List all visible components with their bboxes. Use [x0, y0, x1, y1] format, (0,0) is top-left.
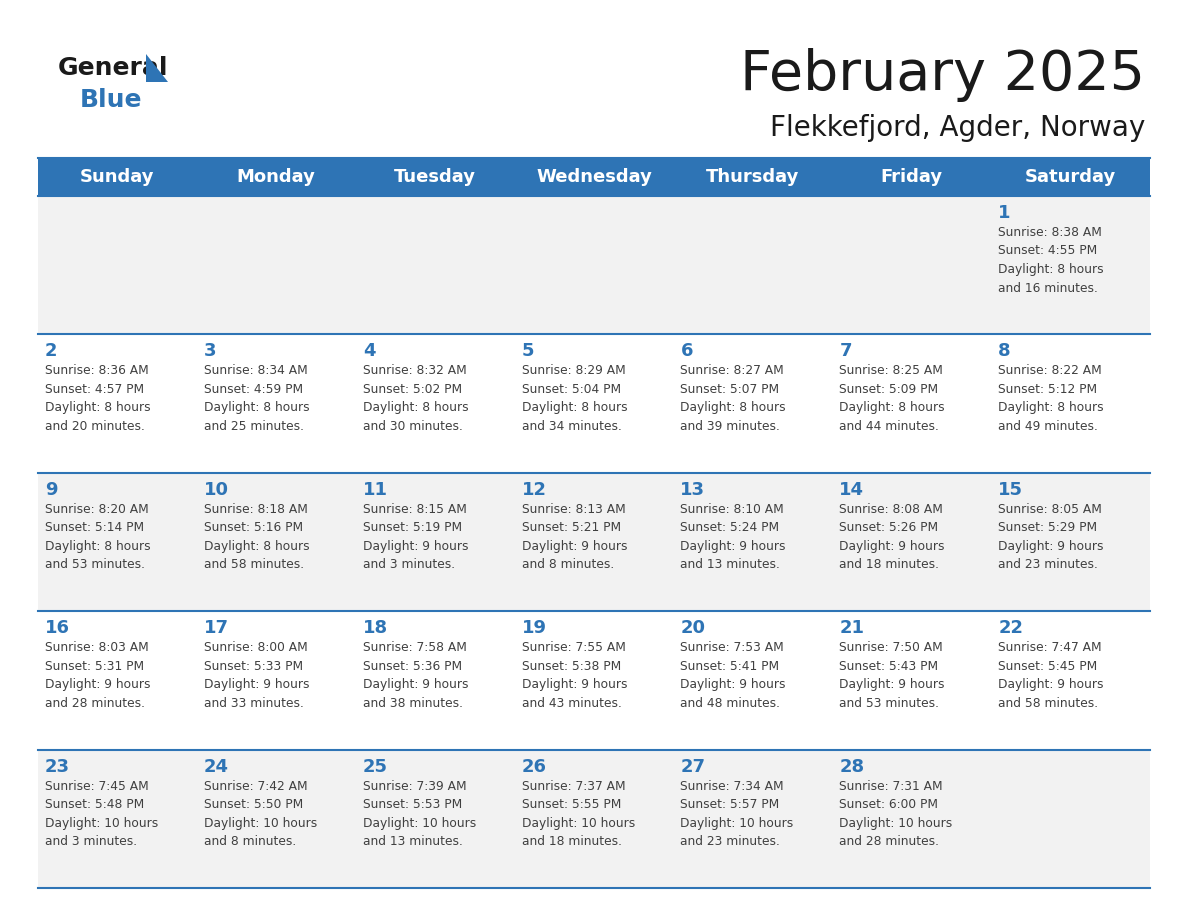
- Polygon shape: [146, 54, 168, 82]
- Text: Sunrise: 8:34 AM
Sunset: 4:59 PM
Daylight: 8 hours
and 25 minutes.: Sunrise: 8:34 AM Sunset: 4:59 PM Dayligh…: [204, 364, 310, 433]
- Bar: [38, 473, 1150, 611]
- Text: Sunrise: 7:47 AM
Sunset: 5:45 PM
Daylight: 9 hours
and 58 minutes.: Sunrise: 7:47 AM Sunset: 5:45 PM Dayligh…: [998, 641, 1104, 710]
- Text: 24: 24: [204, 757, 229, 776]
- Text: 13: 13: [681, 481, 706, 498]
- Text: Saturday: Saturday: [1025, 168, 1117, 186]
- Text: 1: 1: [998, 204, 1011, 222]
- Text: 22: 22: [998, 620, 1023, 637]
- Text: Sunrise: 7:55 AM
Sunset: 5:38 PM
Daylight: 9 hours
and 43 minutes.: Sunrise: 7:55 AM Sunset: 5:38 PM Dayligh…: [522, 641, 627, 710]
- Text: Wednesday: Wednesday: [536, 168, 652, 186]
- Text: 12: 12: [522, 481, 546, 498]
- Text: Sunrise: 8:13 AM
Sunset: 5:21 PM
Daylight: 9 hours
and 8 minutes.: Sunrise: 8:13 AM Sunset: 5:21 PM Dayligh…: [522, 503, 627, 571]
- Text: 18: 18: [362, 620, 387, 637]
- Bar: [38, 750, 1150, 888]
- Text: Sunrise: 8:08 AM
Sunset: 5:26 PM
Daylight: 9 hours
and 18 minutes.: Sunrise: 8:08 AM Sunset: 5:26 PM Dayligh…: [839, 503, 944, 571]
- Text: Sunrise: 8:20 AM
Sunset: 5:14 PM
Daylight: 8 hours
and 53 minutes.: Sunrise: 8:20 AM Sunset: 5:14 PM Dayligh…: [45, 503, 151, 571]
- Text: Sunrise: 8:32 AM
Sunset: 5:02 PM
Daylight: 8 hours
and 30 minutes.: Sunrise: 8:32 AM Sunset: 5:02 PM Dayligh…: [362, 364, 468, 433]
- Bar: [38, 611, 1150, 750]
- Text: Sunrise: 8:38 AM
Sunset: 4:55 PM
Daylight: 8 hours
and 16 minutes.: Sunrise: 8:38 AM Sunset: 4:55 PM Dayligh…: [998, 226, 1104, 295]
- Text: 23: 23: [45, 757, 70, 776]
- Text: Sunrise: 8:29 AM
Sunset: 5:04 PM
Daylight: 8 hours
and 34 minutes.: Sunrise: 8:29 AM Sunset: 5:04 PM Dayligh…: [522, 364, 627, 433]
- Text: Sunrise: 8:25 AM
Sunset: 5:09 PM
Daylight: 8 hours
and 44 minutes.: Sunrise: 8:25 AM Sunset: 5:09 PM Dayligh…: [839, 364, 944, 433]
- Text: Sunrise: 8:22 AM
Sunset: 5:12 PM
Daylight: 8 hours
and 49 minutes.: Sunrise: 8:22 AM Sunset: 5:12 PM Dayligh…: [998, 364, 1104, 433]
- Text: Sunrise: 8:27 AM
Sunset: 5:07 PM
Daylight: 8 hours
and 39 minutes.: Sunrise: 8:27 AM Sunset: 5:07 PM Dayligh…: [681, 364, 786, 433]
- Text: Friday: Friday: [880, 168, 943, 186]
- Text: General: General: [58, 56, 169, 80]
- Bar: [38, 158, 1150, 196]
- Text: Flekkefjord, Agder, Norway: Flekkefjord, Agder, Norway: [770, 114, 1145, 142]
- Text: 17: 17: [204, 620, 229, 637]
- Text: Thursday: Thursday: [706, 168, 800, 186]
- Text: 21: 21: [839, 620, 865, 637]
- Text: Tuesday: Tuesday: [394, 168, 476, 186]
- Text: 2: 2: [45, 342, 57, 361]
- Text: 9: 9: [45, 481, 57, 498]
- Text: 7: 7: [839, 342, 852, 361]
- Text: 3: 3: [204, 342, 216, 361]
- Text: Sunrise: 8:05 AM
Sunset: 5:29 PM
Daylight: 9 hours
and 23 minutes.: Sunrise: 8:05 AM Sunset: 5:29 PM Dayligh…: [998, 503, 1104, 571]
- Text: 20: 20: [681, 620, 706, 637]
- Text: Blue: Blue: [80, 88, 143, 112]
- Text: Sunrise: 8:15 AM
Sunset: 5:19 PM
Daylight: 9 hours
and 3 minutes.: Sunrise: 8:15 AM Sunset: 5:19 PM Dayligh…: [362, 503, 468, 571]
- Text: 10: 10: [204, 481, 229, 498]
- Text: 19: 19: [522, 620, 546, 637]
- Text: Sunday: Sunday: [80, 168, 154, 186]
- Text: 25: 25: [362, 757, 387, 776]
- Text: 11: 11: [362, 481, 387, 498]
- Text: Monday: Monday: [236, 168, 316, 186]
- Text: 16: 16: [45, 620, 70, 637]
- Text: Sunrise: 7:53 AM
Sunset: 5:41 PM
Daylight: 9 hours
and 48 minutes.: Sunrise: 7:53 AM Sunset: 5:41 PM Dayligh…: [681, 641, 786, 710]
- Text: 6: 6: [681, 342, 693, 361]
- Text: 14: 14: [839, 481, 865, 498]
- Text: Sunrise: 7:37 AM
Sunset: 5:55 PM
Daylight: 10 hours
and 18 minutes.: Sunrise: 7:37 AM Sunset: 5:55 PM Dayligh…: [522, 779, 634, 848]
- Text: Sunrise: 7:42 AM
Sunset: 5:50 PM
Daylight: 10 hours
and 8 minutes.: Sunrise: 7:42 AM Sunset: 5:50 PM Dayligh…: [204, 779, 317, 848]
- Text: 27: 27: [681, 757, 706, 776]
- Text: Sunrise: 8:10 AM
Sunset: 5:24 PM
Daylight: 9 hours
and 13 minutes.: Sunrise: 8:10 AM Sunset: 5:24 PM Dayligh…: [681, 503, 786, 571]
- Text: Sunrise: 7:39 AM
Sunset: 5:53 PM
Daylight: 10 hours
and 13 minutes.: Sunrise: 7:39 AM Sunset: 5:53 PM Dayligh…: [362, 779, 476, 848]
- Bar: [38, 196, 1150, 334]
- Text: 8: 8: [998, 342, 1011, 361]
- Text: 15: 15: [998, 481, 1023, 498]
- Text: Sunrise: 8:03 AM
Sunset: 5:31 PM
Daylight: 9 hours
and 28 minutes.: Sunrise: 8:03 AM Sunset: 5:31 PM Dayligh…: [45, 641, 151, 710]
- Text: February 2025: February 2025: [740, 48, 1145, 102]
- Text: Sunrise: 7:31 AM
Sunset: 6:00 PM
Daylight: 10 hours
and 28 minutes.: Sunrise: 7:31 AM Sunset: 6:00 PM Dayligh…: [839, 779, 953, 848]
- Text: Sunrise: 8:36 AM
Sunset: 4:57 PM
Daylight: 8 hours
and 20 minutes.: Sunrise: 8:36 AM Sunset: 4:57 PM Dayligh…: [45, 364, 151, 433]
- Text: 5: 5: [522, 342, 535, 361]
- Text: Sunrise: 7:34 AM
Sunset: 5:57 PM
Daylight: 10 hours
and 23 minutes.: Sunrise: 7:34 AM Sunset: 5:57 PM Dayligh…: [681, 779, 794, 848]
- Text: 26: 26: [522, 757, 546, 776]
- Text: Sunrise: 7:45 AM
Sunset: 5:48 PM
Daylight: 10 hours
and 3 minutes.: Sunrise: 7:45 AM Sunset: 5:48 PM Dayligh…: [45, 779, 158, 848]
- Text: Sunrise: 7:58 AM
Sunset: 5:36 PM
Daylight: 9 hours
and 38 minutes.: Sunrise: 7:58 AM Sunset: 5:36 PM Dayligh…: [362, 641, 468, 710]
- Text: Sunrise: 8:18 AM
Sunset: 5:16 PM
Daylight: 8 hours
and 58 minutes.: Sunrise: 8:18 AM Sunset: 5:16 PM Dayligh…: [204, 503, 310, 571]
- Text: Sunrise: 7:50 AM
Sunset: 5:43 PM
Daylight: 9 hours
and 53 minutes.: Sunrise: 7:50 AM Sunset: 5:43 PM Dayligh…: [839, 641, 944, 710]
- Text: 28: 28: [839, 757, 865, 776]
- Bar: [38, 334, 1150, 473]
- Text: Sunrise: 8:00 AM
Sunset: 5:33 PM
Daylight: 9 hours
and 33 minutes.: Sunrise: 8:00 AM Sunset: 5:33 PM Dayligh…: [204, 641, 309, 710]
- Text: 4: 4: [362, 342, 375, 361]
